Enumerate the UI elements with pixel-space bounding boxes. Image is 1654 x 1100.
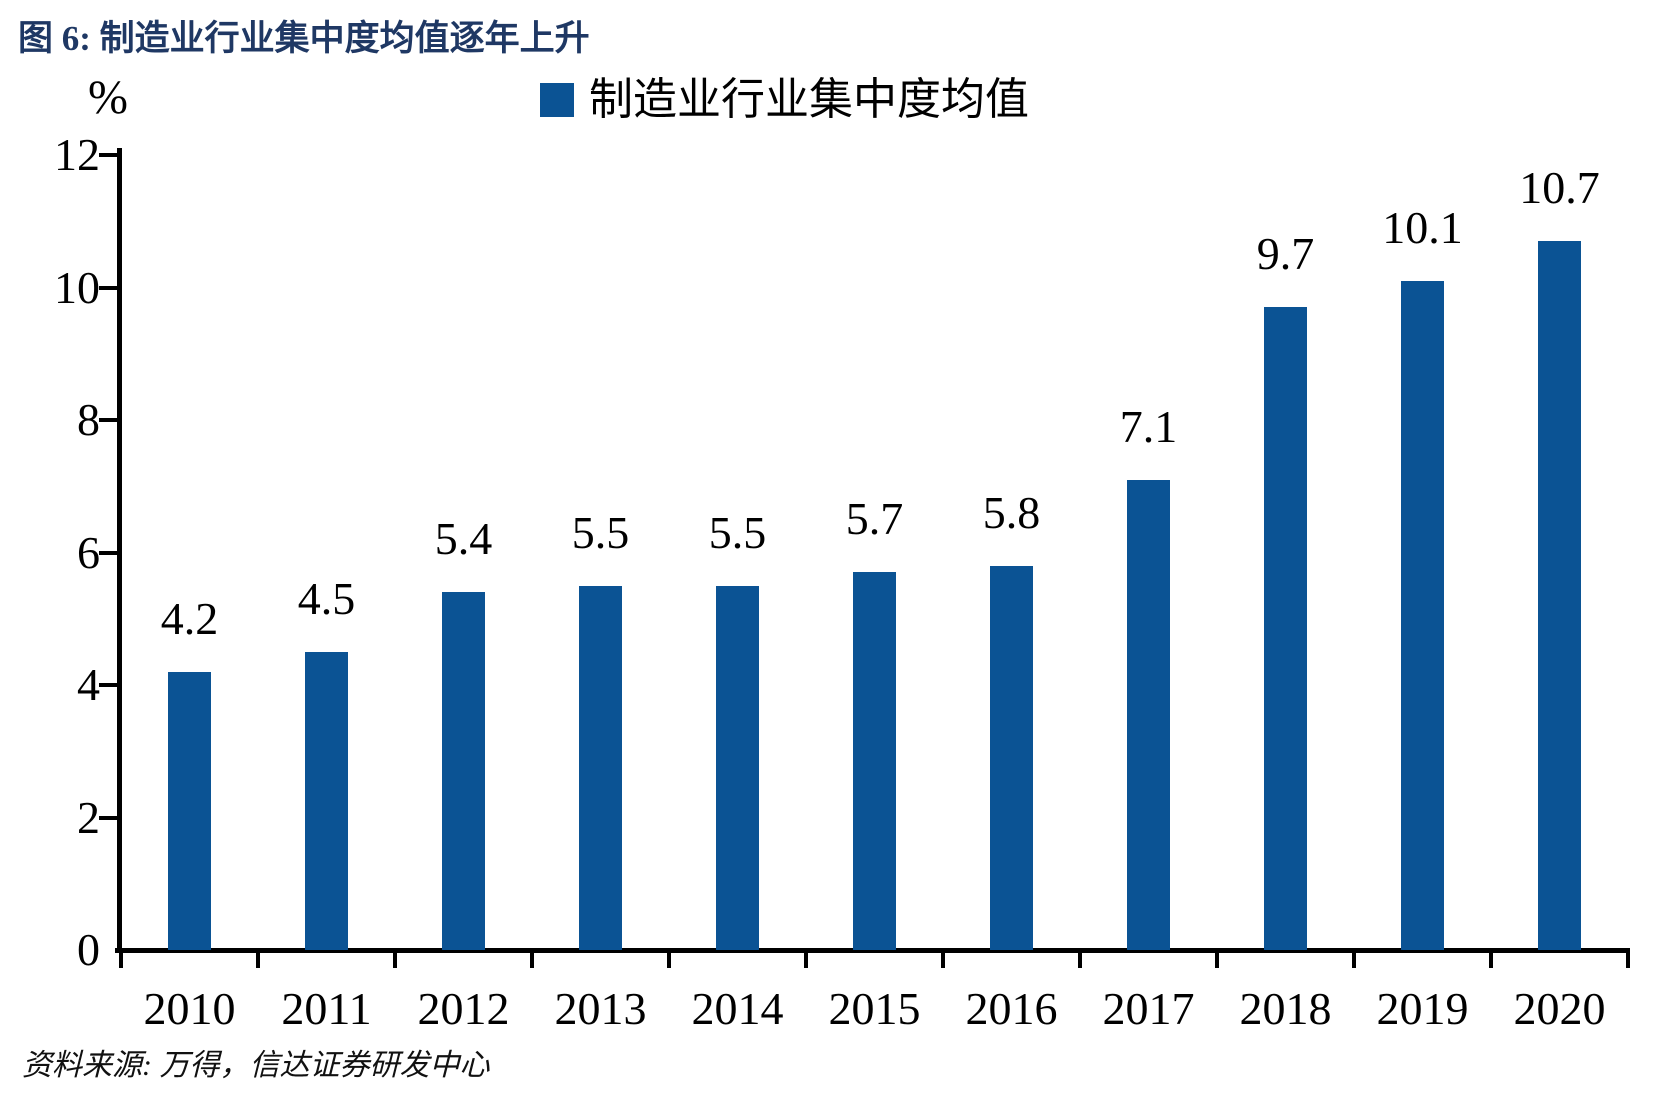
bar-2017: [1127, 479, 1170, 950]
x-tick-label: 2014: [691, 983, 784, 1034]
bar-value-label: 7.1: [1119, 400, 1178, 452]
x-tick: [530, 953, 534, 968]
bar-2013: [579, 585, 622, 950]
legend-swatch-icon: [540, 83, 574, 117]
bar-value-label: 10.7: [1519, 162, 1600, 214]
bar-2015: [853, 572, 896, 950]
y-tick: [99, 815, 117, 820]
x-tick-label: 2020: [1513, 983, 1606, 1034]
x-tick-label: 2019: [1376, 983, 1469, 1034]
bar-2018: [1264, 307, 1307, 950]
y-tick: [99, 153, 117, 157]
chart-legend: 制造业行业集中度均值: [540, 74, 1029, 126]
bar-2016: [990, 565, 1033, 950]
y-tick: [99, 550, 117, 555]
x-tick: [941, 953, 945, 968]
bar-2014: [716, 585, 759, 950]
x-axis-line: [115, 948, 1630, 953]
x-tick-label: 2015: [828, 983, 921, 1034]
x-tick-label: 2016: [965, 983, 1058, 1034]
bar-value-label: 9.7: [1256, 228, 1315, 280]
x-tick-label: 2010: [143, 983, 236, 1034]
bar-value-label: 4.5: [297, 572, 356, 624]
y-tick: [99, 683, 117, 687]
bar-value-label: 5.4: [434, 513, 493, 565]
legend-series-label: 制造业行业集中度均值: [589, 75, 1029, 124]
bar-2020: [1538, 241, 1581, 950]
x-tick: [804, 953, 808, 968]
y-tick-label: 12: [54, 129, 100, 180]
y-tick: [99, 285, 117, 290]
bar-value-label: 5.5: [708, 506, 767, 558]
x-tick: [1626, 953, 1630, 968]
y-axis-line: [117, 148, 122, 953]
x-tick: [667, 953, 671, 968]
bar-value-label: 5.5: [571, 506, 630, 558]
x-tick-label: 2018: [1239, 983, 1332, 1034]
bar-value-label: 4.2: [160, 592, 219, 644]
x-tick: [1352, 953, 1356, 968]
x-tick: [119, 953, 123, 968]
bar-2019: [1401, 280, 1444, 950]
x-tick: [1489, 953, 1493, 968]
x-tick: [256, 953, 260, 968]
y-tick-label: 0: [77, 924, 100, 975]
x-tick-label: 2017: [1102, 983, 1195, 1034]
bar-2011: [305, 651, 348, 950]
y-axis-unit-label: %: [88, 71, 128, 124]
source-note: 资料来源: 万得，信达证券研发中心: [22, 1049, 490, 1082]
bar-value-label: 5.7: [845, 493, 904, 545]
bar-value-label: 10.1: [1382, 201, 1463, 253]
y-tick-label: 8: [77, 394, 100, 445]
y-tick-label: 2: [77, 791, 100, 843]
y-tick: [99, 418, 117, 422]
y-tick-label: 10: [54, 261, 100, 313]
x-tick-label: 2011: [281, 983, 372, 1034]
x-tick: [1078, 953, 1082, 968]
x-tick: [1215, 953, 1219, 968]
bar-2012: [442, 592, 485, 950]
y-tick-label: 6: [77, 526, 100, 578]
x-tick-label: 2013: [554, 983, 647, 1034]
x-tick: [393, 953, 397, 968]
bar-value-label: 5.8: [982, 486, 1041, 538]
bar-2010: [168, 671, 211, 950]
y-tick-label: 4: [77, 659, 100, 710]
figure-title: 图 6: 制造业行业集中度均值逐年上升: [18, 19, 590, 58]
x-tick-label: 2012: [417, 983, 510, 1034]
